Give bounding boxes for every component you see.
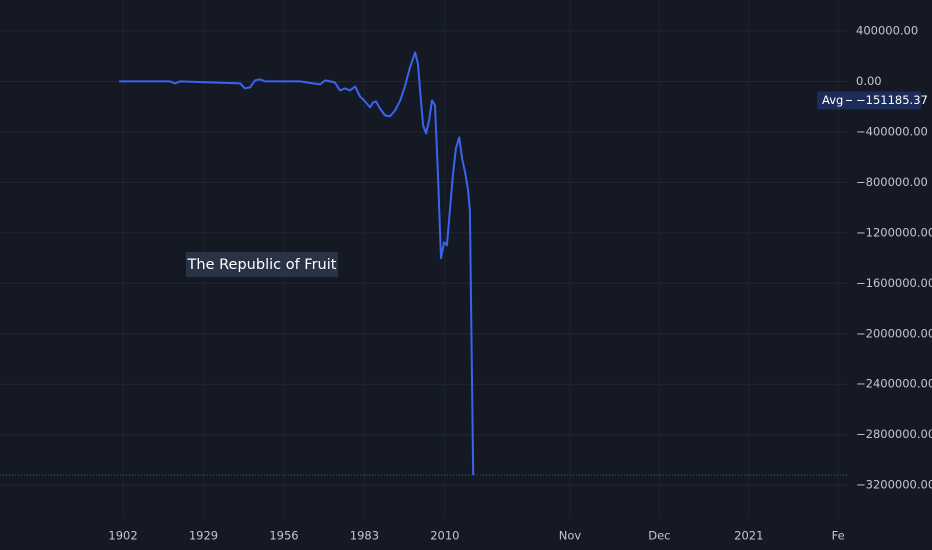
y-tick-label: −2800000.00 — [856, 427, 932, 441]
x-tick-label: 1956 — [269, 529, 298, 543]
x-tick-label: 2021 — [734, 529, 763, 543]
x-tick-label: 1929 — [189, 529, 218, 543]
y-tick-label: −2400000.00 — [856, 377, 932, 391]
y-tick-label: −800000.00 — [856, 175, 928, 189]
plot: The Republic of Fruit — [0, 51, 848, 476]
x-tick-label: Dec — [648, 529, 670, 543]
line — [119, 51, 475, 476]
x-tick-label: 1983 — [350, 529, 379, 543]
x-tick-label: Nov — [559, 529, 582, 543]
y-tick-label: −2000000.00 — [856, 326, 932, 340]
y-tick-label: −1200000.00 — [856, 225, 932, 239]
y-tick-label: 400000.00 — [856, 23, 918, 37]
axes: 400000.00 0.00 −400000.00 −800000.00 −120000… — [108, 23, 932, 542]
x-tick-label: Fe — [832, 529, 845, 543]
y-tick-label: 0.00 — [856, 74, 882, 88]
avg-value: −151185.37 — [856, 93, 928, 107]
x-tick-label: 1902 — [108, 529, 137, 543]
annotation-box — [186, 252, 338, 277]
y-tick-label: −400000.00 — [856, 124, 928, 138]
y-tick-label: −3200000.00 — [856, 478, 932, 492]
x-tick-label: 2010 — [430, 529, 459, 543]
avg-label: Avg — [822, 93, 843, 107]
avg-tag — [817, 91, 921, 110]
annotation: The Republic of Fruit — [187, 257, 337, 273]
y-tick-label: −1600000.00 — [856, 276, 932, 290]
